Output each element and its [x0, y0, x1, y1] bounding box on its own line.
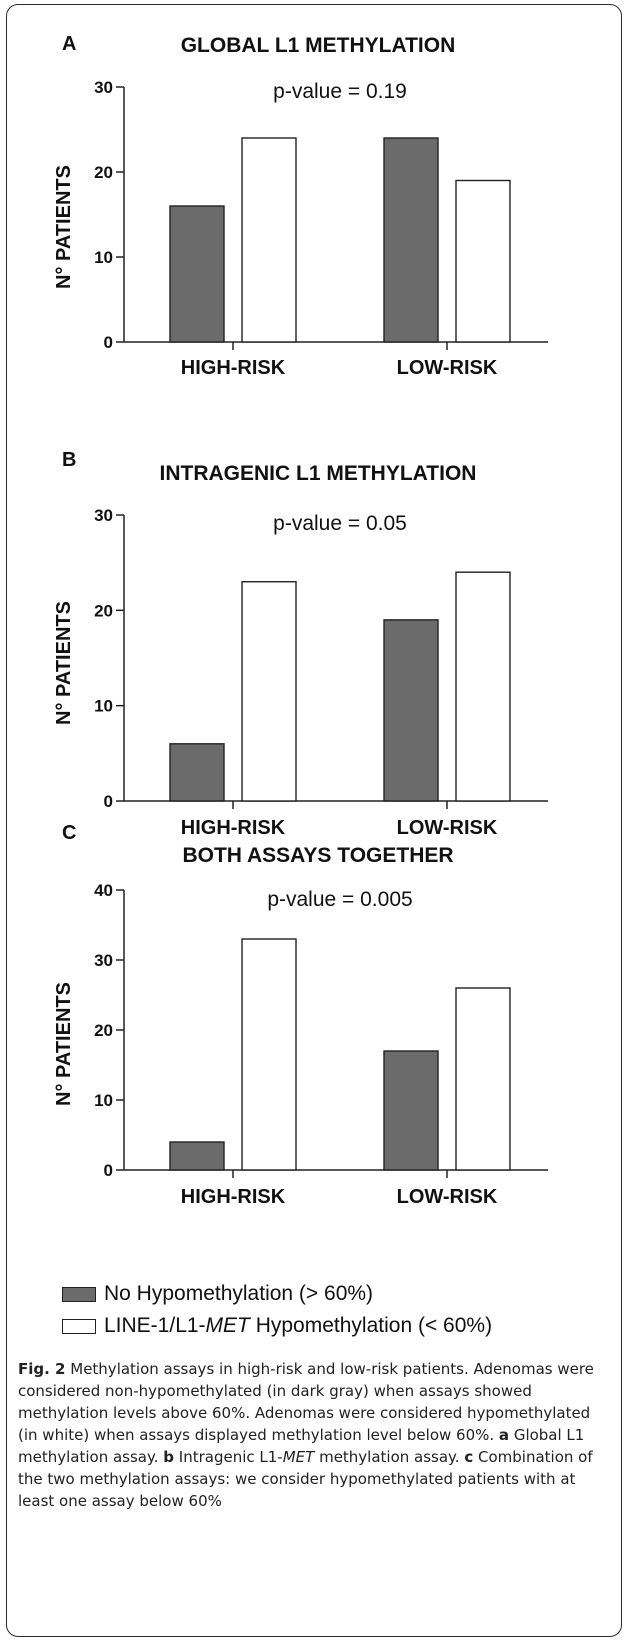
x-tick-label: LOW-RISK [397, 357, 498, 379]
p-value-annotation: p-value = 0.19 [273, 80, 407, 103]
caption-b-italic: MET [282, 1448, 315, 1466]
y-axis-label: N° PATIENTS [53, 982, 75, 1106]
x-tick-label: LOW-RISK [397, 1186, 498, 1208]
y-tick-label: 30 [94, 506, 113, 525]
y-tick-label: 10 [94, 697, 113, 716]
bar-hypomethylation [241, 581, 297, 802]
panel-letter: C [62, 822, 76, 844]
y-tick-label: 30 [94, 78, 113, 97]
chart-title: BOTH ASSAYS TOGETHER [182, 844, 453, 867]
bar-no-hypomethylation [383, 1050, 439, 1171]
bar-no-hypomethylation [383, 137, 439, 343]
y-tick-label: 10 [94, 248, 113, 267]
bar-no-hypomethylation [169, 743, 225, 802]
legend-label: No Hypomethylation (> 60%) [104, 1282, 374, 1305]
bar-hypomethylation [241, 938, 297, 1171]
bar-no-hypomethylation [169, 205, 225, 343]
bar-hypomethylation [241, 137, 297, 343]
legend-label-italic: MET [205, 1314, 250, 1337]
bar-no-hypomethylation [169, 1141, 225, 1171]
y-tick-label: 0 [104, 1161, 113, 1180]
y-axis-label: N° PATIENTS [53, 165, 75, 289]
p-value-annotation: p-value = 0.005 [267, 888, 412, 911]
bar-hypomethylation [455, 987, 511, 1171]
caption-fig-label: Fig. 2 [18, 1360, 66, 1378]
chart-title: INTRAGENIC L1 METHYLATION [160, 462, 477, 485]
legend-label-part: Hypomethylation (< 60%) [249, 1314, 493, 1337]
caption-c-text: Combination of the two methylation assay… [18, 1448, 593, 1510]
chart-panel-a: A GLOBAL L1 METHYLATION p-value = 0.19 N° P… [53, 33, 548, 379]
bar-no-hypomethylation [383, 619, 439, 802]
legend-swatch-white [62, 1318, 96, 1334]
y-tick-label: 20 [94, 1021, 113, 1040]
y-tick-label: 20 [94, 163, 113, 182]
x-tick-label: HIGH-RISK [181, 357, 286, 379]
caption-c-label: c [464, 1448, 474, 1466]
y-axis-label: N° PATIENTS [53, 601, 75, 725]
chart-title: GLOBAL L1 METHYLATION [181, 34, 456, 57]
x-tick-label: HIGH-RISK [181, 1186, 286, 1208]
chart-panel-c: C BOTH ASSAYS TOGETHER p-value = 0.005 N° P… [53, 822, 548, 1208]
y-tick-label: 0 [104, 333, 113, 352]
legend-item-no-hypomethylation: No Hypomethylation (> 60%) [62, 1278, 492, 1310]
legend-item-hypomethylation: LINE-1/L1-MET Hypomethylation (< 60%) [62, 1310, 492, 1342]
x-tick-label: HIGH-RISK [181, 817, 286, 839]
caption-text: Methylation assays in high-risk and low-… [18, 1360, 594, 1444]
bar-hypomethylation [455, 179, 511, 343]
y-tick-label: 10 [94, 1091, 113, 1110]
caption-a-label: a [498, 1426, 510, 1444]
caption-b-text: methylation assay. [314, 1448, 465, 1466]
chart-panel-b: B INTRAGENIC L1 METHYLATION p-value = 0.05… [53, 449, 548, 839]
figure-frame [6, 4, 622, 1637]
legend-label-part: LINE-1/L1- [104, 1314, 206, 1337]
y-tick-label: 20 [94, 601, 113, 620]
legend-swatch-dark-gray [62, 1286, 96, 1302]
x-tick-label: LOW-RISK [397, 817, 498, 839]
caption-b-label: b [163, 1448, 175, 1466]
panel-letter: B [62, 449, 76, 471]
caption-a-text: Global L1 methylation assay. [18, 1426, 585, 1466]
y-tick-label: 30 [94, 951, 113, 970]
panel-letter: A [62, 33, 76, 55]
caption-b-text: Intragenic L1- [174, 1448, 283, 1466]
figure-caption: Fig. 2 Methylation assays in high-risk a… [18, 1358, 614, 1512]
chart-legend: No Hypomethylation (> 60%) LINE-1/L1-MET… [62, 1278, 492, 1342]
y-tick-label: 40 [94, 881, 113, 900]
p-value-annotation: p-value = 0.05 [273, 512, 407, 535]
bar-hypomethylation [455, 571, 511, 802]
y-tick-label: 0 [104, 792, 113, 811]
